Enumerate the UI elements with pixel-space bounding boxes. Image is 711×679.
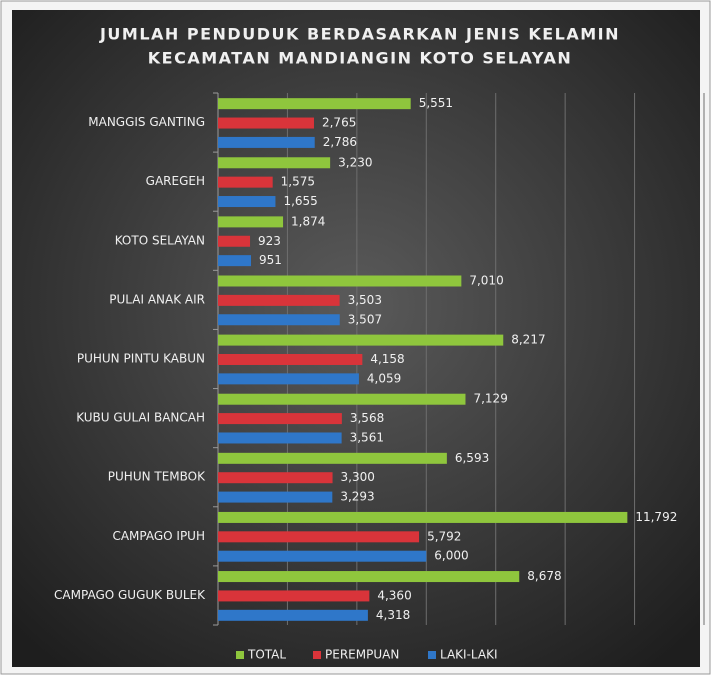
bar xyxy=(218,176,273,188)
chart-title: JUMLAH PENDUDUK BERDASARKAN JENIS KELAMI… xyxy=(99,25,620,44)
bar xyxy=(218,413,342,425)
legend-swatch xyxy=(428,651,436,659)
y-tick-label: PUHUN PINTU KABUN xyxy=(77,352,205,366)
y-tick-label: CAMPAGO GUGUK BULEK xyxy=(54,588,206,602)
value-label: 7,129 xyxy=(473,392,507,406)
legend-label: PEREMPUAN xyxy=(325,648,399,662)
value-label: 7,010 xyxy=(469,273,503,287)
bar xyxy=(218,255,252,267)
value-label: 3,503 xyxy=(348,293,382,307)
legend-swatch xyxy=(236,651,244,659)
value-label: 3,300 xyxy=(341,470,375,484)
value-label: 1,874 xyxy=(291,214,325,228)
value-label: 11,792 xyxy=(635,510,677,524)
y-tick-label: KOTO SELAYAN xyxy=(115,233,205,247)
legend-label: TOTAL xyxy=(247,648,286,662)
bar xyxy=(218,275,462,287)
bar xyxy=(218,216,284,228)
bar xyxy=(218,157,331,169)
bar xyxy=(218,196,276,208)
value-label: 8,217 xyxy=(511,333,545,347)
value-label: 923 xyxy=(258,234,281,248)
value-label: 8,678 xyxy=(527,569,561,583)
y-tick-label: PUHUN TEMBOK xyxy=(108,470,206,484)
value-label: 4,318 xyxy=(376,608,410,622)
bar xyxy=(218,452,447,464)
bar xyxy=(218,432,342,444)
value-label: 5,551 xyxy=(419,96,453,110)
bar xyxy=(218,550,427,562)
legend-label: LAKI-LAKI xyxy=(440,648,498,662)
value-label: 951 xyxy=(259,253,282,267)
y-tick-label: PULAI ANAK AIR xyxy=(109,292,205,306)
value-label: 3,293 xyxy=(340,490,374,504)
chart-title: KECAMATAN MANDIANGIN KOTO SELAYAN xyxy=(148,49,572,68)
value-label: 3,568 xyxy=(350,411,384,425)
value-label: 1,575 xyxy=(281,175,315,189)
value-label: 6,593 xyxy=(455,451,489,465)
legend-swatch xyxy=(313,651,321,659)
bar xyxy=(218,353,363,365)
bar xyxy=(218,472,333,484)
value-label: 6,000 xyxy=(434,549,468,563)
value-label: 1,655 xyxy=(283,194,317,208)
value-label: 3,230 xyxy=(338,155,372,169)
bar xyxy=(218,373,359,385)
value-label: 4,059 xyxy=(367,371,401,385)
bar xyxy=(218,393,466,405)
bar xyxy=(218,571,520,583)
y-tick-label: GAREGEH xyxy=(146,174,205,188)
bar xyxy=(218,117,314,129)
bar xyxy=(218,136,315,148)
bar xyxy=(218,511,628,523)
y-tick-label: CAMPAGO IPUH xyxy=(112,529,205,543)
bar xyxy=(218,314,340,326)
bar xyxy=(218,334,504,346)
bar xyxy=(218,294,340,306)
value-label: 3,507 xyxy=(348,312,382,326)
value-label: 2,765 xyxy=(322,116,356,130)
bar xyxy=(218,531,420,543)
bar xyxy=(218,235,251,247)
bar xyxy=(218,98,411,110)
y-tick-label: KUBU GULAI BANCAH xyxy=(76,411,205,425)
bar xyxy=(218,491,333,503)
bar xyxy=(218,590,370,602)
value-label: 4,360 xyxy=(377,588,411,602)
value-label: 4,158 xyxy=(370,352,404,366)
bar xyxy=(218,609,368,621)
value-label: 5,792 xyxy=(427,529,461,543)
value-label: 2,786 xyxy=(323,135,357,149)
y-tick-label: MANGGIS GANTING xyxy=(88,115,205,129)
value-label: 3,561 xyxy=(350,430,384,444)
